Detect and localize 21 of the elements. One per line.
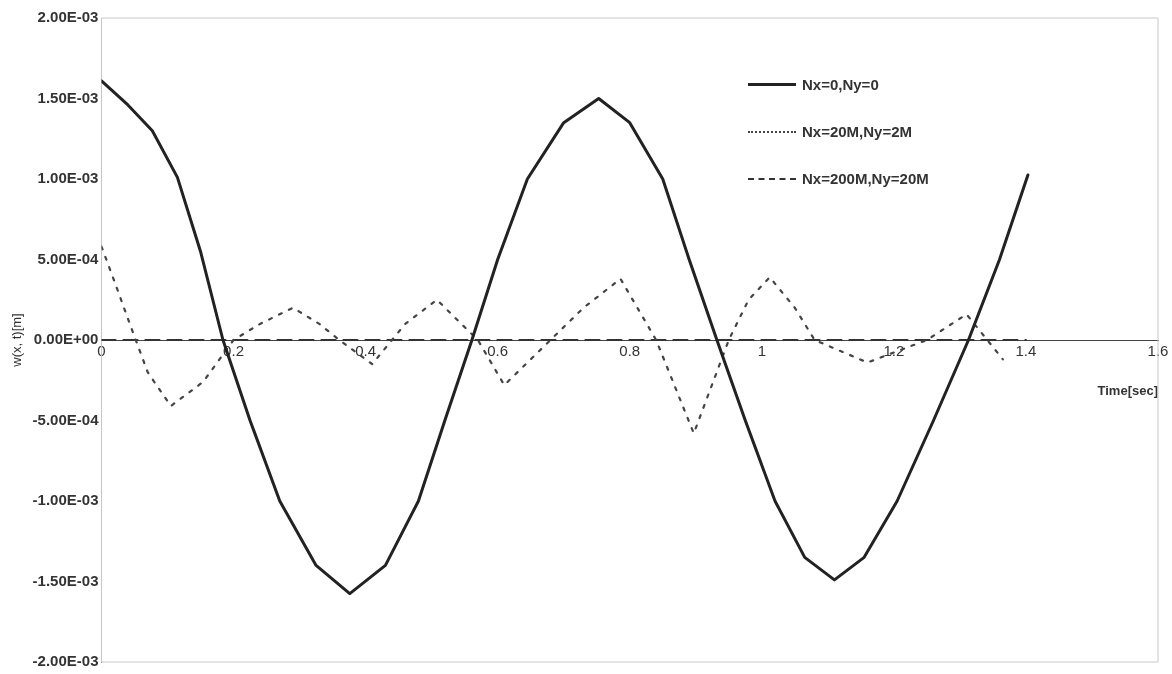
legend-label: Nx=200M,Ny=20M	[802, 170, 929, 187]
legend-label: Nx=0,Ny=0	[802, 76, 879, 93]
x-tick-label: 1.2	[883, 342, 905, 360]
y-tick-label: 1.50E-03	[37, 88, 99, 106]
y-tick-label: -2.00E-03	[32, 652, 99, 670]
x-tick-label: 1.6	[1147, 342, 1169, 360]
x-tick-label: 0.4	[355, 342, 377, 360]
x-tick-label: 1	[757, 342, 766, 360]
y-tick-label: -1.50E-03	[32, 571, 99, 589]
x-axis-title: Time[sec]	[1097, 383, 1158, 399]
y-tick-label: 5.00E-04	[37, 249, 100, 267]
legend-label: Nx=20M,Ny=2M	[802, 123, 913, 140]
x-tick-label: 0.8	[619, 342, 641, 360]
y-tick-label: -1.00E-03	[32, 491, 99, 509]
x-tick-label: 0.6	[487, 342, 509, 360]
y-tick-label: 1.00E-03	[37, 169, 99, 187]
y-tick-label: 2.00E-03	[37, 8, 99, 26]
y-axis-title: w(x, t)[m]	[9, 313, 25, 368]
y-tick-label: 0.00E+00	[33, 330, 99, 348]
y-tick-label: -5.00E-04	[32, 410, 100, 428]
x-tick-label: 1.4	[1015, 342, 1037, 360]
